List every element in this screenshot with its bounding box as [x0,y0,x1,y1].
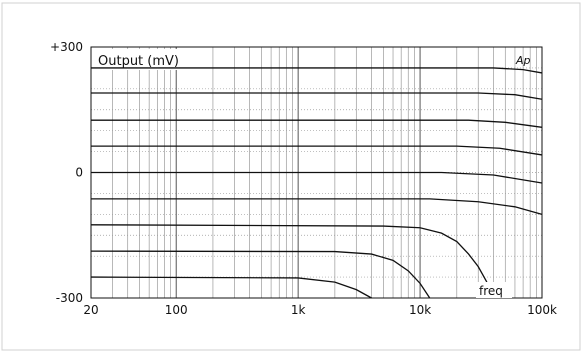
y-tick-label: 0 [75,166,83,180]
x-tick-label: 10k [409,303,431,317]
series-line [91,67,543,74]
x-axis-freq-label: freq [479,284,503,298]
x-tick-label: 20 [83,303,98,317]
y-tick-label: -300 [56,291,83,305]
title-box [93,49,205,70]
series-line [91,92,543,100]
x-tick-label: 1k [291,303,306,317]
series-line [91,171,543,184]
series-line [91,198,543,215]
freq-label-box [476,282,512,298]
series-line [91,145,543,156]
series-line [90,224,495,299]
x-tick-label: 100k [527,303,557,317]
x-tick-label: 100 [165,303,188,317]
series-line [90,250,431,299]
series-line [91,119,543,128]
series-line [90,276,372,299]
chart-title: Output (mV) [98,54,179,69]
series-lines [90,67,543,299]
ap-watermark: Ap [515,54,531,67]
y-tick-label: +300 [50,40,83,54]
